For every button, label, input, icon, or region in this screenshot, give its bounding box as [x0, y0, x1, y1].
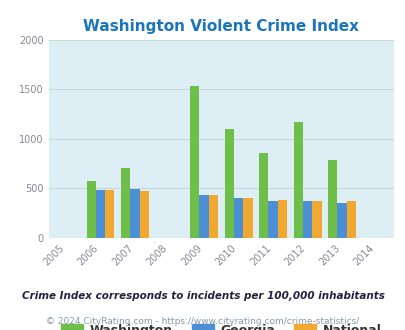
- Bar: [268, 201, 277, 238]
- Bar: [233, 199, 243, 238]
- Bar: [346, 201, 355, 238]
- Bar: [293, 122, 302, 238]
- Bar: [277, 200, 286, 238]
- Text: Crime Index corresponds to incidents per 100,000 inhabitants: Crime Index corresponds to incidents per…: [21, 291, 384, 301]
- Bar: [86, 181, 96, 238]
- Bar: [190, 86, 199, 238]
- Bar: [139, 191, 149, 238]
- Text: © 2024 CityRating.com - https://www.cityrating.com/crime-statistics/: © 2024 CityRating.com - https://www.city…: [46, 317, 359, 326]
- Bar: [199, 195, 208, 238]
- Bar: [121, 168, 130, 238]
- Bar: [130, 189, 139, 238]
- Legend: Washington, Georgia, National: Washington, Georgia, National: [56, 319, 386, 330]
- Bar: [96, 190, 105, 238]
- Bar: [243, 198, 252, 238]
- Bar: [311, 201, 321, 238]
- Bar: [224, 129, 233, 238]
- Bar: [105, 190, 114, 238]
- Bar: [302, 201, 311, 238]
- Bar: [327, 160, 337, 238]
- Bar: [337, 203, 346, 238]
- Bar: [208, 195, 217, 238]
- Title: Washington Violent Crime Index: Washington Violent Crime Index: [83, 19, 358, 34]
- Bar: [258, 153, 268, 238]
